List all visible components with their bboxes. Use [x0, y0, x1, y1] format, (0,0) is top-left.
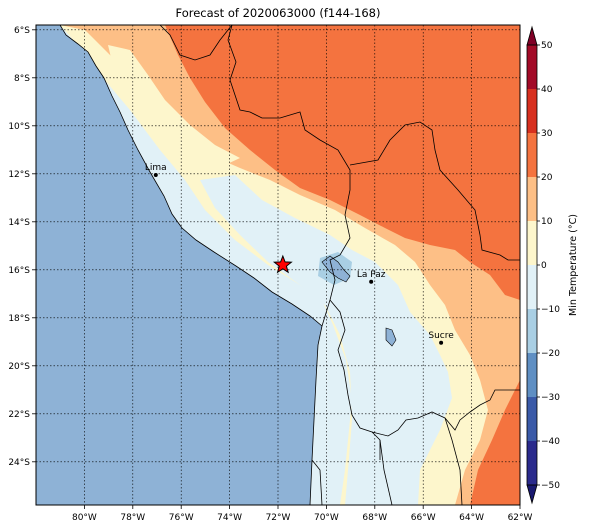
lat-tick-label: 8°S — [14, 74, 30, 84]
colorbar-bin — [527, 221, 537, 265]
map-plot-area: Lima La Paz Sucre — [36, 25, 520, 505]
colorbar-tick-label: −10 — [541, 305, 560, 315]
colorbar-bin — [527, 265, 537, 309]
lat-tick-label: 18°S — [8, 314, 30, 324]
colorbar-bin — [527, 89, 537, 133]
lon-tick-label: 62°W — [508, 513, 533, 523]
colorbar-bin — [527, 353, 537, 397]
colorbar-tick-label: −20 — [541, 349, 560, 359]
colorbar-bin — [527, 397, 537, 441]
lon-tick-label: 74°W — [217, 513, 242, 523]
colorbar-over-arrow — [527, 27, 537, 45]
colorbar-tick-label: 50 — [541, 41, 553, 51]
colorbar-tick-label: −30 — [541, 393, 560, 403]
colorbar-tick-label: 20 — [541, 173, 553, 183]
lat-tick-label: 14°S — [8, 218, 30, 228]
lon-tick-label: 80°W — [72, 513, 97, 523]
city-label: La Paz — [357, 270, 386, 280]
city-dot — [369, 280, 373, 284]
colorbar-bin — [527, 177, 537, 221]
lon-tick-label: 78°W — [120, 513, 145, 523]
lat-tick-label: 10°S — [8, 122, 30, 132]
lat-tick-label: 24°S — [8, 458, 30, 468]
colorbar-tick-label: 10 — [541, 217, 553, 227]
lon-tick-label: 66°W — [411, 513, 436, 523]
colorbar-bin — [527, 45, 537, 89]
colorbar-bin — [527, 133, 537, 177]
city-label: Lima — [145, 163, 167, 173]
lat-tick-label: 12°S — [8, 170, 30, 180]
lon-tick-label: 64°W — [459, 513, 484, 523]
lat-tick-label: 22°S — [8, 410, 30, 420]
colorbar-bin — [527, 441, 537, 485]
colorbar-under-arrow — [527, 485, 537, 503]
colorbar-tick-label: −50 — [541, 481, 560, 491]
colorbar-tick-label: 0 — [541, 261, 547, 271]
lon-tick-label: 70°W — [314, 513, 339, 523]
colorbar: −50 −40 −30 −20 −10 0 10 20 30 40 50 Min Temperatur… — [527, 27, 579, 503]
city-dot — [154, 173, 158, 177]
city-label: Sucre — [428, 331, 454, 341]
colorbar-bin — [527, 309, 537, 353]
colorbar-tick-label: −40 — [541, 437, 560, 447]
colorbar-tick-label: 40 — [541, 85, 553, 95]
colorbar-tick-label: 30 — [541, 129, 553, 139]
city-dot — [439, 341, 443, 345]
lat-tick-label: 20°S — [8, 362, 30, 372]
lat-tick-label: 6°S — [14, 26, 30, 36]
lat-tick-label: 16°S — [8, 266, 30, 276]
lon-tick-label: 76°W — [169, 513, 194, 523]
lon-tick-label: 72°W — [266, 513, 291, 523]
lon-tick-label: 68°W — [362, 513, 387, 523]
colorbar-label: Min Temperature (°C) — [568, 214, 579, 316]
